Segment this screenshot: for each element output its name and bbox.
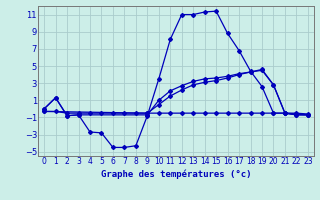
X-axis label: Graphe des températures (°c): Graphe des températures (°c) bbox=[101, 169, 251, 179]
